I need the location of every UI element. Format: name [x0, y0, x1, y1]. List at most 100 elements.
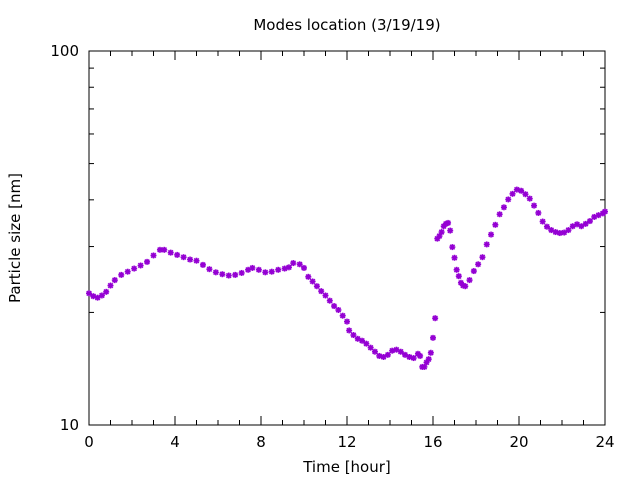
data-point: [543, 223, 550, 230]
data-point: [301, 264, 307, 271]
x-tick-label: 24: [595, 433, 614, 451]
data-point: [565, 227, 572, 234]
data-point: [425, 356, 432, 363]
data-point: [124, 268, 131, 275]
data-point: [496, 211, 503, 218]
data-point: [371, 348, 378, 355]
data-point: [432, 315, 439, 322]
data-point: [447, 227, 454, 234]
data-point: [367, 344, 374, 351]
data-point: [539, 218, 546, 225]
y-tick-label: 10: [60, 416, 79, 434]
x-tick-label: 20: [509, 433, 528, 451]
data-point: [475, 261, 482, 268]
data-point: [363, 340, 370, 347]
x-tick-label: 16: [423, 433, 442, 451]
data-point: [359, 337, 366, 344]
data-point: [111, 277, 118, 284]
data-point: [313, 283, 320, 290]
data-point: [526, 195, 533, 202]
data-point: [462, 283, 469, 290]
data-point: [417, 352, 424, 359]
data-point: [225, 272, 232, 279]
data-point: [492, 221, 499, 228]
data-point: [219, 271, 226, 278]
data-point: [86, 290, 92, 297]
data-point: [318, 288, 325, 295]
data-point: [206, 266, 213, 273]
data-point: [578, 223, 585, 230]
data-point: [500, 204, 507, 211]
data-point: [453, 266, 460, 273]
data-point: [238, 269, 245, 276]
data-point: [144, 258, 151, 265]
data-point: [199, 261, 206, 268]
data-point: [602, 208, 608, 215]
data-point: [326, 297, 333, 304]
data-point: [445, 219, 452, 226]
data-point: [561, 229, 568, 236]
y-tick-label: 100: [50, 42, 79, 60]
x-tick-label: 8: [256, 433, 266, 451]
data-point: [556, 230, 563, 237]
data-point: [518, 187, 525, 194]
data-point: [470, 268, 477, 275]
data-point: [150, 252, 157, 259]
data-point: [262, 269, 269, 276]
data-point: [98, 292, 105, 299]
data-point: [285, 264, 292, 271]
data-point: [389, 347, 396, 354]
data-point: [161, 246, 168, 253]
data-point: [331, 303, 338, 310]
data-point: [103, 288, 110, 295]
data-point: [509, 190, 516, 197]
data-point: [430, 334, 436, 341]
x-tick-label: 12: [337, 433, 356, 451]
data-point: [344, 318, 350, 325]
data-point: [522, 191, 529, 198]
data-point: [438, 229, 445, 236]
data-point: [339, 312, 346, 319]
data-point: [455, 273, 462, 280]
data-point: [232, 271, 239, 278]
x-tick-label: 4: [170, 433, 180, 451]
data-point: [180, 254, 187, 261]
data-point: [586, 218, 593, 225]
data-points: [86, 186, 608, 370]
data-point: [255, 266, 262, 273]
data-point: [107, 282, 114, 289]
data-point: [249, 264, 256, 271]
x-tick-label: 0: [84, 433, 94, 451]
data-point: [322, 292, 329, 299]
data-point: [449, 244, 456, 251]
data-point: [535, 209, 542, 216]
data-point: [479, 254, 486, 261]
data-point: [397, 348, 404, 355]
data-point: [305, 273, 312, 280]
data-point: [466, 277, 473, 284]
data-point: [290, 260, 297, 267]
data-point: [350, 332, 357, 339]
data-point: [131, 265, 138, 272]
data-point: [118, 271, 125, 278]
data-point: [427, 349, 434, 356]
data-point: [488, 231, 495, 238]
data-point: [187, 256, 194, 263]
data-point: [296, 261, 303, 268]
data-point: [275, 266, 282, 273]
data-point: [451, 254, 458, 261]
data-point: [335, 306, 342, 313]
data-point: [582, 220, 589, 227]
data-point: [483, 241, 490, 248]
data-point: [410, 355, 417, 362]
x-axis-label: Time [hour]: [302, 458, 391, 476]
axis-ticks: 0 4 8 12 16 20 24 10 100: [50, 42, 614, 451]
y-axis-label: Particle size [nm]: [6, 173, 24, 303]
data-point: [376, 352, 383, 359]
data-point: [531, 202, 538, 209]
data-point: [505, 196, 512, 203]
data-point: [346, 327, 353, 334]
data-point: [174, 251, 181, 258]
data-point: [167, 249, 174, 256]
data-point: [193, 257, 200, 264]
